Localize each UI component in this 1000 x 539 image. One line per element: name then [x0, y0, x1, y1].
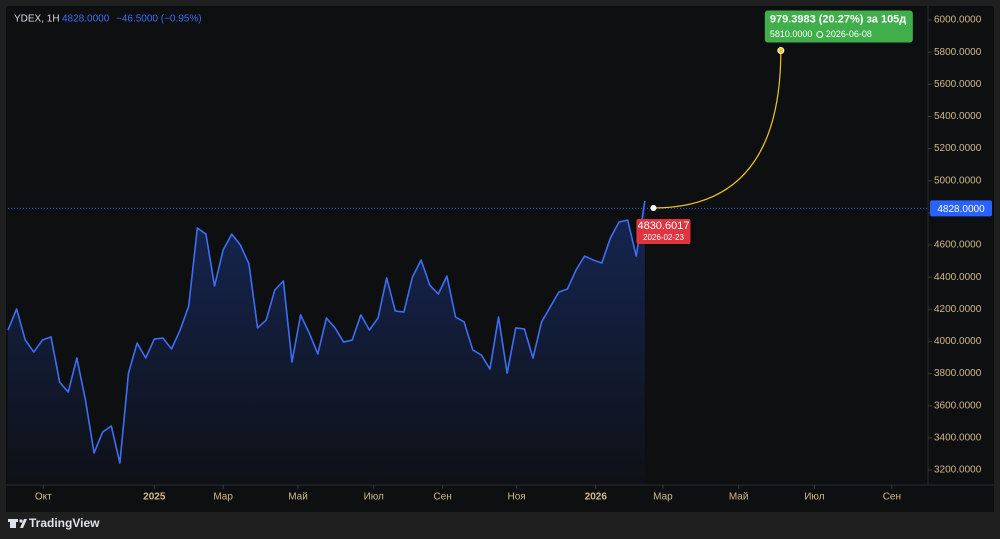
x-tick-label: 2026 [585, 492, 608, 503]
logo-mark [8, 519, 18, 522]
forecast-start [650, 204, 657, 211]
forecast-end [777, 47, 785, 55]
change: −46.5000 (−0.95%) [116, 14, 202, 25]
x-tick-label: Окт [35, 492, 52, 503]
x-tick-label: 2025 [143, 492, 166, 503]
area [8, 200, 645, 485]
start-box [636, 218, 691, 244]
end-date: 2026-06-08 [826, 29, 872, 39]
brand: TradingView [29, 516, 100, 530]
y-tick-label: 4600.0000 [934, 240, 982, 251]
y-tick-label: 4200.0000 [934, 304, 982, 315]
x-tick-label: Мар [653, 492, 673, 503]
y-tick-label: 5000.0000 [934, 175, 982, 186]
x-tick-label: Сен [883, 492, 901, 503]
y-tick-label: 3400.0000 [934, 433, 982, 444]
end-box [764, 10, 913, 43]
forecast-curve [653, 50, 782, 209]
start-value: 4830.6017 [637, 220, 689, 232]
y-tick-label: 3600.0000 [934, 400, 982, 411]
end-value: 5810.0000 [770, 29, 813, 39]
x-tick-label: Июл [364, 492, 384, 503]
x-tick-label: Мар [213, 492, 233, 503]
price-label: 4828.0000 [937, 204, 985, 215]
symbol: YDEX, 1H [14, 14, 60, 25]
clock-icon [816, 31, 824, 39]
y-tick-label: 3200.0000 [934, 465, 982, 476]
x-tick-label: Сен [433, 492, 451, 503]
y-tick-label: 6000.0000 [934, 15, 982, 26]
logo-mark [19, 519, 23, 523]
y-tick-label: 5600.0000 [934, 79, 982, 90]
end-change: 979.3983 (20.27%) за 105д [770, 13, 906, 25]
y-tick-label: 5800.0000 [934, 47, 982, 58]
start-date: 2026-02-23 [643, 233, 684, 242]
x-tick-label: Июл [804, 492, 824, 503]
y-tick-label: 3800.0000 [934, 368, 982, 379]
last-value: 4828.0000 [62, 14, 110, 25]
x-tick-label: Май [288, 492, 308, 503]
logo [8, 519, 27, 528]
y-tick-label: 5400.0000 [934, 111, 982, 122]
x-tick-label: Май [729, 492, 749, 503]
logo-mark [20, 519, 27, 528]
y-tick-label: 5200.0000 [934, 143, 982, 154]
x-tick-label: Ноя [508, 492, 526, 503]
y-tick-label: 4000.0000 [934, 336, 982, 347]
price-box [930, 200, 992, 217]
line [7, 200, 646, 464]
logo-mark [10, 519, 16, 528]
y-tick-label: 4400.0000 [934, 272, 982, 283]
